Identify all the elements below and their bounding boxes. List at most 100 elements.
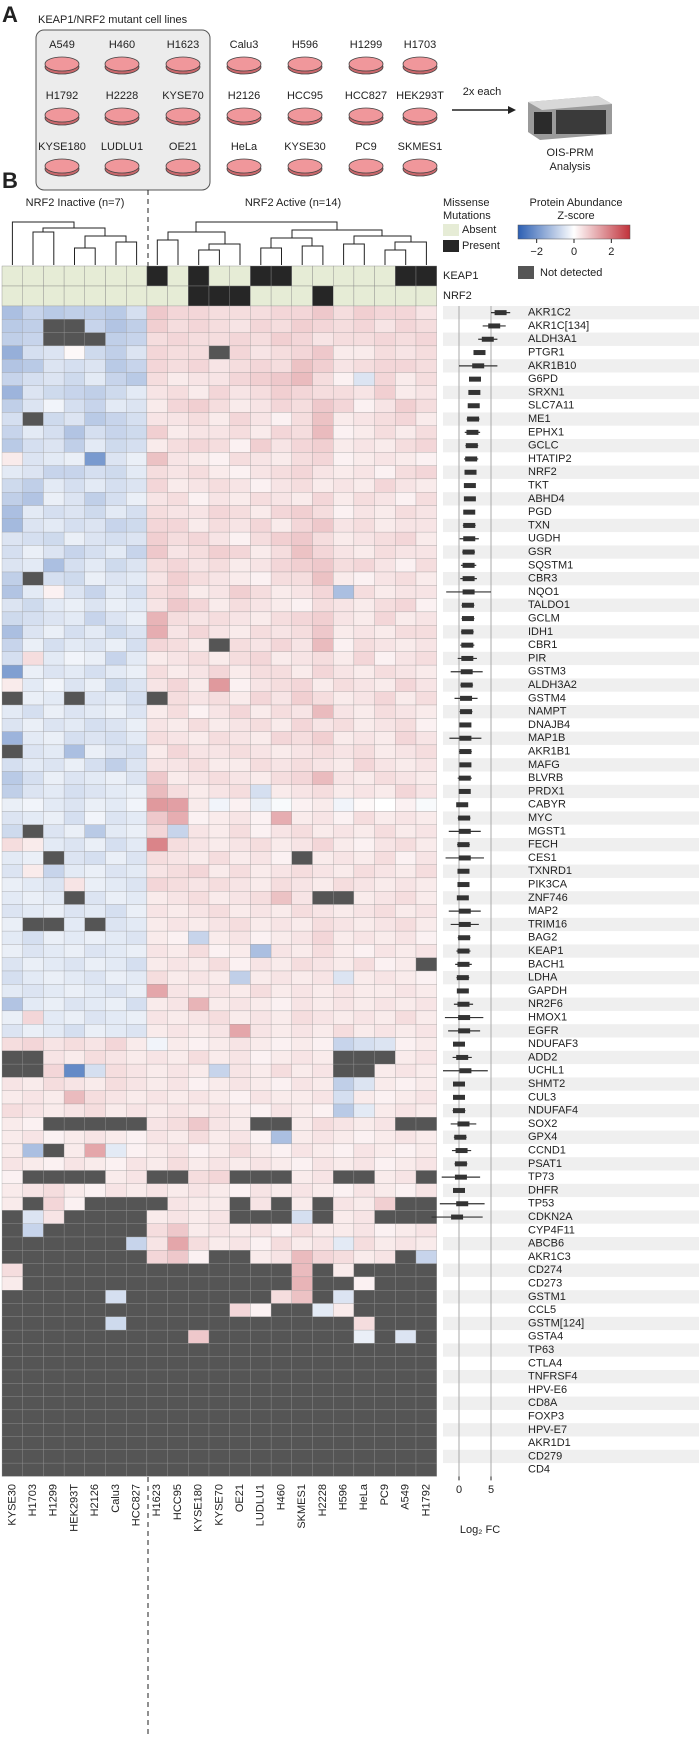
- heatmap-cell: [167, 1409, 189, 1424]
- heatmap-cell: [250, 1409, 272, 1424]
- heatmap-cell: [105, 545, 127, 559]
- heatmap-cell: [270, 345, 292, 360]
- heatmap-cell: [333, 638, 355, 652]
- heatmap-cell: [312, 664, 334, 679]
- heatmap-cell: [333, 1223, 355, 1238]
- heatmap-cell: [415, 1223, 437, 1238]
- heatmap-cell: [415, 731, 437, 746]
- heatmap-cell: [1, 824, 23, 839]
- gene-label: GSTM3: [528, 666, 566, 678]
- heatmap-cell: [353, 585, 375, 599]
- fc-point: [459, 1068, 472, 1074]
- heatmap-cell: [84, 1263, 106, 1278]
- heatmap-cell: [208, 1143, 230, 1158]
- heatmap-cell: [229, 984, 251, 998]
- heatmap-cell: [270, 864, 292, 879]
- heatmap-cell: [374, 598, 396, 613]
- dish: [402, 158, 438, 174]
- heatmap-cell: [353, 837, 375, 852]
- heatmap-cell: [188, 771, 210, 785]
- heatmap-cell: [126, 678, 148, 692]
- heatmap-cell: [63, 438, 85, 453]
- heatmap-cell: [105, 771, 127, 785]
- heatmap-cell: [415, 319, 437, 333]
- heatmap-cell: [312, 332, 334, 347]
- heatmap-cell: [167, 598, 189, 613]
- heatmap-cell: [208, 1050, 230, 1065]
- heatmap-cell: [146, 1210, 168, 1224]
- heatmap-cell: [63, 691, 85, 706]
- heatmap-cell: [395, 1117, 417, 1131]
- heatmap-cell: [250, 1316, 272, 1331]
- heatmap-cell: [333, 1449, 355, 1464]
- heatmap-cell: [167, 585, 189, 599]
- fc-point: [463, 536, 476, 542]
- heatmap-cell: [270, 1303, 292, 1317]
- mutation-cell: [291, 285, 313, 307]
- heatmap-cell: [146, 851, 168, 865]
- heatmap-cell: [1, 1236, 23, 1251]
- gene-label: SRXN1: [528, 386, 565, 398]
- heatmap-cell: [22, 398, 44, 413]
- heatmap-cell: [415, 864, 437, 879]
- heatmap-cell: [43, 1090, 65, 1105]
- heatmap-cell: [374, 1037, 396, 1051]
- row-band: [443, 598, 699, 612]
- heatmap-cell: [146, 1329, 168, 1344]
- heatmap-cell: [208, 518, 230, 533]
- heatmap-cell: [22, 1063, 44, 1078]
- heatmap-cell: [415, 851, 437, 865]
- heatmap-cell: [84, 1356, 106, 1371]
- column-label: H1792: [420, 1484, 432, 1516]
- heatmap-cell: [229, 425, 251, 440]
- heatmap-cell: [250, 359, 272, 373]
- heatmap-cell: [146, 545, 168, 559]
- heatmap-cell: [250, 545, 272, 559]
- heatmap-cell: [146, 811, 168, 825]
- heatmap-cell: [353, 1170, 375, 1184]
- heatmap-cell: [291, 997, 313, 1012]
- heatmap-cell: [188, 505, 210, 519]
- heatmap-cell: [146, 425, 168, 440]
- gene-label: BAG2: [528, 932, 557, 944]
- heatmap-cell: [395, 731, 417, 746]
- heatmap-cell: [63, 944, 85, 958]
- heatmap-cell: [105, 611, 127, 626]
- heatmap-cell: [333, 1170, 355, 1184]
- heatmap-cell: [84, 359, 106, 373]
- heatmap-cell: [208, 1037, 230, 1051]
- heatmap-cell: [63, 345, 85, 360]
- heatmap-cell: [22, 930, 44, 945]
- heatmap-cell: [146, 678, 168, 692]
- heatmap-cell: [270, 372, 292, 386]
- heatmap-cell: [126, 1236, 148, 1251]
- heatmap-cell: [291, 412, 313, 426]
- heatmap-cell: [395, 797, 417, 812]
- heatmap-cell: [270, 319, 292, 333]
- heatmap-cell: [84, 412, 106, 426]
- heatmap-cell: [229, 319, 251, 333]
- heatmap-cell: [250, 851, 272, 865]
- heatmap-cell: [250, 478, 272, 493]
- heatmap-cell: [188, 1383, 210, 1397]
- heatmap-cell: [229, 1090, 251, 1105]
- heatmap-cell: [126, 478, 148, 493]
- heatmap-cell: [105, 1117, 127, 1131]
- heatmap-cell: [250, 1356, 272, 1371]
- gene-label: AKR1C[134]: [528, 320, 589, 332]
- fc-point: [473, 350, 486, 356]
- heatmap-cell: [84, 970, 106, 985]
- heatmap-cell: [353, 1183, 375, 1198]
- heatmap-cell: [353, 1037, 375, 1051]
- heatmap-cell: [229, 891, 251, 905]
- heatmap-cell: [229, 1263, 251, 1278]
- heatmap-cell: [291, 1196, 313, 1211]
- gene-label: TALDO1: [528, 599, 570, 611]
- fc-point: [454, 1134, 467, 1140]
- heatmap-cell: [63, 598, 85, 613]
- heatmap-cell: [291, 1449, 313, 1464]
- heatmap-cell: [270, 678, 292, 692]
- heatmap-cell: [229, 1436, 251, 1450]
- heatmap-cell: [126, 1183, 148, 1198]
- heatmap-cell: [250, 1329, 272, 1344]
